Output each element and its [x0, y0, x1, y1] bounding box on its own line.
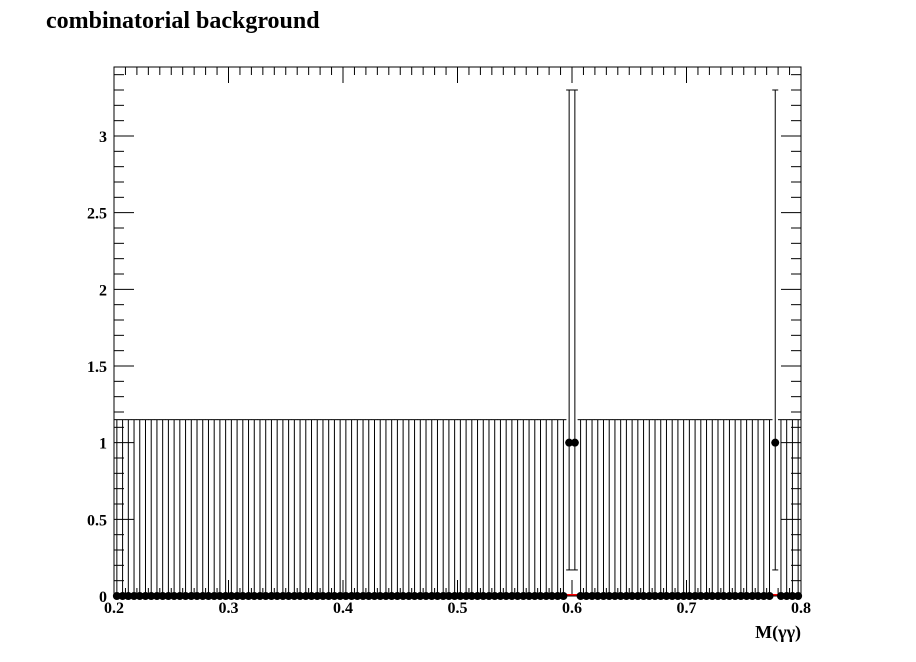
- x-tick-label: 0.3: [219, 600, 239, 617]
- y-tick-label: 2: [99, 282, 107, 299]
- plot-frame: [113, 66, 802, 597]
- y-tick-label: 3: [99, 129, 107, 146]
- y-tick-label: 0.5: [87, 512, 107, 529]
- x-axis-title: M(γγ): [755, 622, 801, 643]
- y-tick-label: 1.5: [87, 359, 107, 376]
- x-tick-label: 0.6: [562, 600, 582, 617]
- x-tick-label: 0.2: [104, 600, 124, 617]
- data-point: [771, 438, 780, 447]
- x-tick-label: 0.5: [448, 600, 468, 617]
- data-point: [565, 438, 574, 447]
- y-tick-label: 1: [99, 436, 107, 453]
- chart-title: combinatorial background: [46, 8, 320, 34]
- x-tick-label: 0.4: [333, 600, 353, 617]
- y-tick-label: 0: [99, 589, 107, 606]
- y-tick-label: 2.5: [87, 206, 107, 223]
- x-tick-label: 0.7: [677, 600, 697, 617]
- x-tick-label: 0.8: [791, 600, 811, 617]
- data-point: [570, 438, 579, 447]
